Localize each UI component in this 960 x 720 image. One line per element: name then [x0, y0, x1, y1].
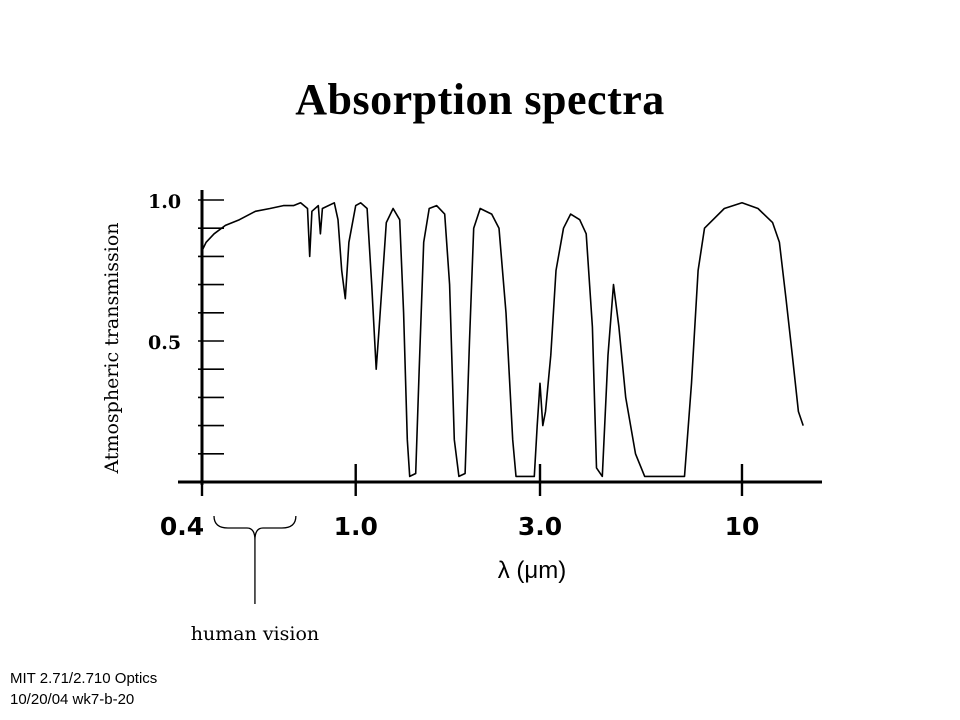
y-axis-label: Atmospheric transmission	[101, 222, 123, 474]
human-vision-brace	[213, 515, 297, 541]
slide-title: Absorption spectra	[295, 75, 665, 124]
footer-date: 10/20/04 wk7-b-20	[10, 691, 135, 708]
x-tick-label: 10	[725, 512, 760, 541]
footer-course: MIT 2.71/2.710 Optics	[10, 670, 158, 687]
x-tick-label: 0.4	[160, 512, 204, 541]
x-axis-label: λ (μm)	[498, 557, 566, 584]
y-tick-label: 1.0	[148, 191, 181, 213]
y-tick-label: 0.5	[148, 332, 181, 354]
x-tick-label: 3.0	[518, 512, 562, 541]
x-tick-label: 1.0	[334, 512, 378, 541]
human-vision-label: human vision	[191, 623, 319, 645]
footer: MIT 2.71/2.710 Optics 10/20/04 wk7-b-20	[10, 668, 157, 710]
series-line-transmission	[201, 202, 804, 478]
